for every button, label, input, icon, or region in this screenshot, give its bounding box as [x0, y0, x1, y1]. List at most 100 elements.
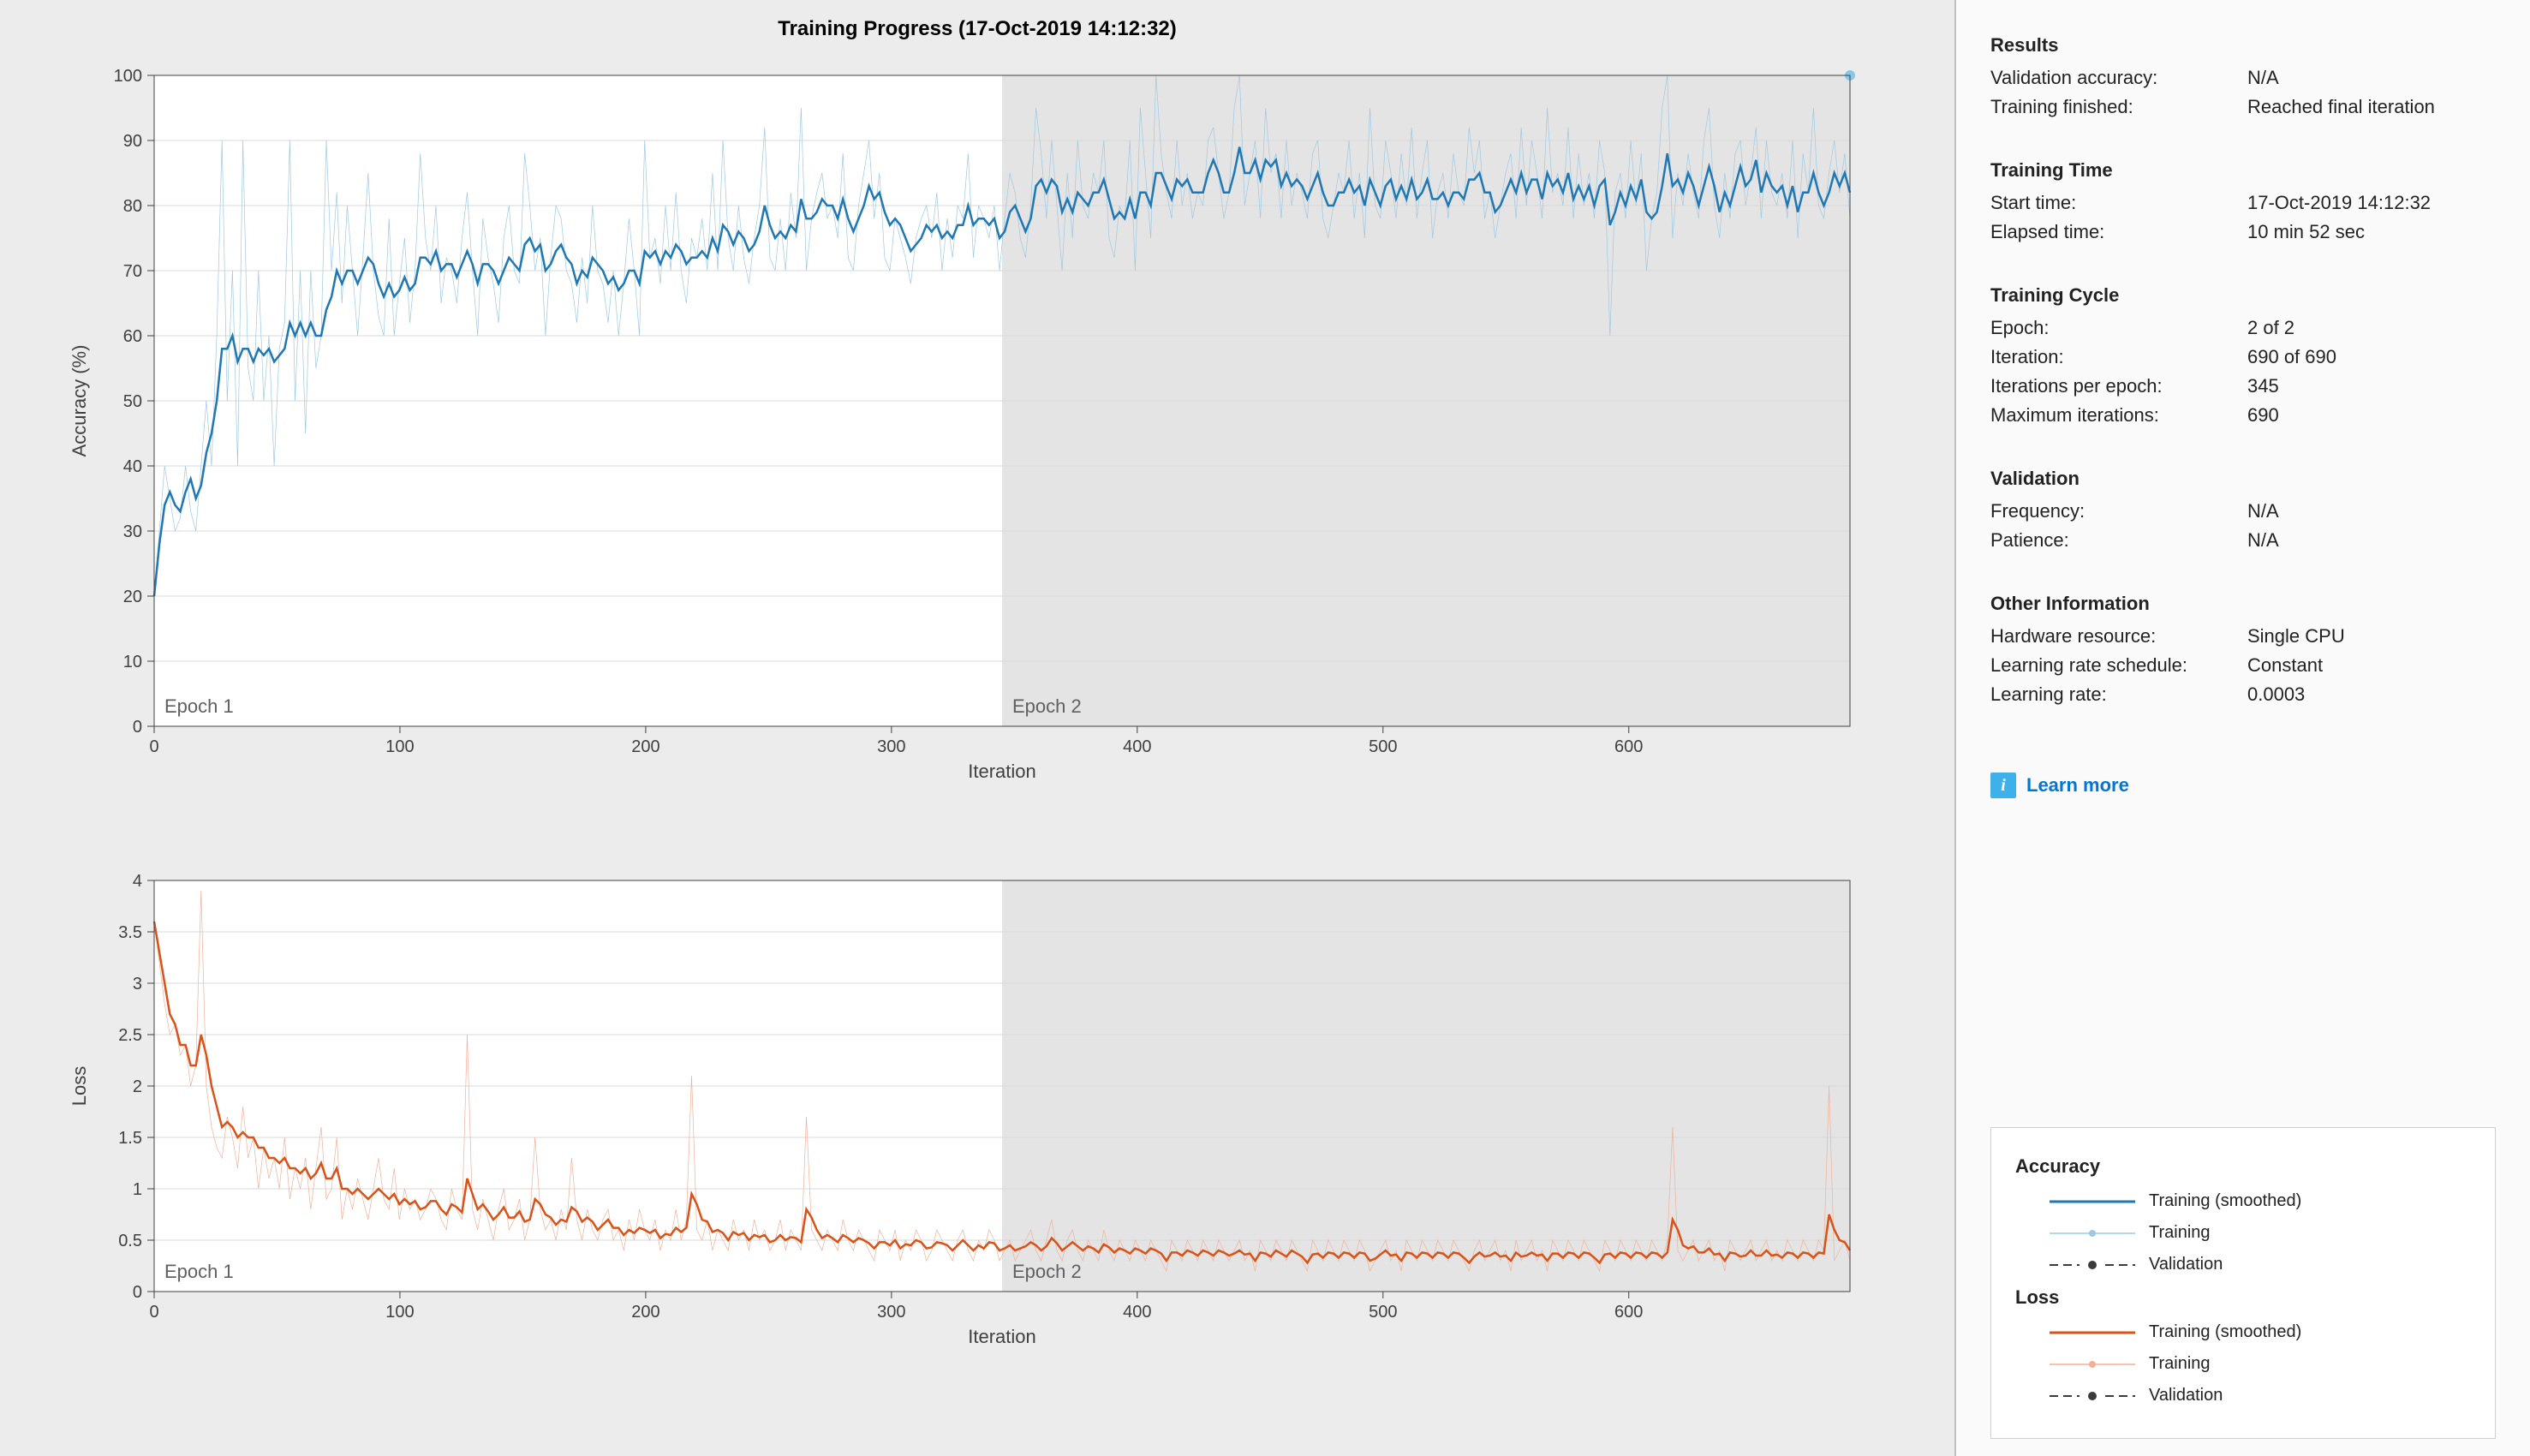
lr-schedule-label: Learning rate schedule:: [1990, 654, 2247, 677]
lr-label: Learning rate:: [1990, 683, 2247, 706]
svg-text:40: 40: [123, 457, 142, 476]
lr-value: 0.0003: [2247, 683, 2496, 706]
validation-section: Validation Frequency: N/A Patience: N/A: [1990, 468, 2496, 558]
loss-chart: 010020030040050060000.511.522.533.54Iter…: [34, 863, 1920, 1360]
svg-text:400: 400: [1123, 737, 1151, 756]
svg-text:Loss: Loss: [69, 1066, 90, 1106]
training-cycle-heading: Training Cycle: [1990, 284, 2496, 307]
legend-swatch-loss-smooth: [2050, 1324, 2135, 1341]
svg-text:3: 3: [133, 975, 142, 994]
legend-item: Validation: [2015, 1255, 2471, 1274]
svg-text:200: 200: [631, 737, 659, 756]
validation-heading: Validation: [1990, 468, 2496, 490]
svg-text:600: 600: [1614, 737, 1643, 756]
other-row: Learning rate: 0.0003: [1990, 683, 2496, 706]
svg-text:Epoch 1: Epoch 1: [164, 695, 234, 717]
validation-row: Frequency: N/A: [1990, 500, 2496, 522]
svg-text:Iteration: Iteration: [968, 761, 1036, 782]
svg-text:500: 500: [1369, 1303, 1397, 1322]
patience-label: Patience:: [1990, 529, 2247, 552]
legend-item: Training (smoothed): [2015, 1322, 2471, 1342]
svg-text:100: 100: [385, 1303, 414, 1322]
validation-accuracy-value: N/A: [2247, 67, 2496, 89]
results-row: Validation accuracy: N/A: [1990, 67, 2496, 89]
epoch-value: 2 of 2: [2247, 317, 2496, 339]
svg-text:Epoch 2: Epoch 2: [1012, 695, 1082, 717]
patience-value: N/A: [2247, 529, 2496, 552]
legend-swatch-acc-smooth: [2050, 1193, 2135, 1210]
main-panel: Training Progress (17-Oct-2019 14:12:32)…: [0, 0, 1954, 1456]
legend-swatch-loss-val: [2050, 1387, 2135, 1405]
legend-item: Training: [2015, 1223, 2471, 1243]
hardware-value: Single CPU: [2247, 625, 2496, 647]
legend-item: Validation: [2015, 1386, 2471, 1405]
legend-label: Validation: [2149, 1255, 2223, 1274]
svg-text:1: 1: [133, 1180, 142, 1199]
iter-per-epoch-label: Iterations per epoch:: [1990, 375, 2247, 397]
results-section: Results Validation accuracy: N/A Trainin…: [1990, 34, 2496, 125]
legend-loss-heading: Loss: [2015, 1286, 2471, 1309]
training-time-section: Training Time Start time: 17-Oct-2019 14…: [1990, 159, 2496, 250]
legend-label: Training: [2149, 1354, 2211, 1374]
validation-row: Patience: N/A: [1990, 529, 2496, 552]
svg-text:70: 70: [123, 262, 142, 281]
svg-text:0: 0: [149, 737, 158, 756]
svg-text:Epoch 1: Epoch 1: [164, 1261, 234, 1282]
epoch-label: Epoch:: [1990, 317, 2247, 339]
legend-item: Training: [2015, 1354, 2471, 1374]
iteration-label: Iteration:: [1990, 346, 2247, 368]
svg-text:600: 600: [1614, 1303, 1643, 1322]
training-cycle-row: Epoch: 2 of 2: [1990, 317, 2496, 339]
side-panel: Results Validation accuracy: N/A Trainin…: [1954, 0, 2530, 1456]
other-row: Learning rate schedule: Constant: [1990, 654, 2496, 677]
legend-item: Training (smoothed): [2015, 1191, 2471, 1211]
svg-text:50: 50: [123, 392, 142, 411]
svg-text:3.5: 3.5: [118, 923, 142, 942]
svg-text:0: 0: [133, 1283, 142, 1302]
legend-label: Training (smoothed): [2149, 1322, 2301, 1342]
training-finished-value: Reached final iteration: [2247, 96, 2496, 118]
legend-accuracy-heading: Accuracy: [2015, 1155, 2471, 1178]
page-title: Training Progress (17-Oct-2019 14:12:32): [34, 17, 1920, 41]
iter-per-epoch-value: 345: [2247, 375, 2496, 397]
svg-text:0.5: 0.5: [118, 1232, 142, 1250]
elapsed-value: 10 min 52 sec: [2247, 221, 2496, 243]
max-iter-label: Maximum iterations:: [1990, 404, 2247, 427]
training-time-row: Elapsed time: 10 min 52 sec: [1990, 221, 2496, 243]
other-info-section: Other Information Hardware resource: Sin…: [1990, 593, 2496, 713]
validation-accuracy-label: Validation accuracy:: [1990, 67, 2247, 89]
svg-text:4: 4: [133, 872, 142, 891]
accuracy-chart: 0100200300400500600010203040506070809010…: [34, 58, 1920, 795]
results-heading: Results: [1990, 34, 2496, 57]
training-cycle-section: Training Cycle Epoch: 2 of 2 Iteration: …: [1990, 284, 2496, 433]
svg-text:Accuracy (%): Accuracy (%): [69, 345, 90, 457]
svg-text:2.5: 2.5: [118, 1026, 142, 1045]
training-finished-label: Training finished:: [1990, 96, 2247, 118]
svg-text:100: 100: [385, 737, 414, 756]
svg-text:Iteration: Iteration: [968, 1326, 1036, 1347]
results-row: Training finished: Reached final iterati…: [1990, 96, 2496, 118]
training-cycle-row: Iterations per epoch: 345: [1990, 375, 2496, 397]
svg-text:0: 0: [149, 1303, 158, 1322]
svg-text:300: 300: [877, 1303, 905, 1322]
lr-schedule-value: Constant: [2247, 654, 2496, 677]
learn-more-link[interactable]: i Learn more: [1990, 773, 2496, 798]
legend-swatch-loss-raw: [2050, 1356, 2135, 1373]
svg-text:80: 80: [123, 197, 142, 216]
elapsed-label: Elapsed time:: [1990, 221, 2247, 243]
svg-text:300: 300: [877, 737, 905, 756]
training-cycle-row: Maximum iterations: 690: [1990, 404, 2496, 427]
svg-text:90: 90: [123, 132, 142, 151]
start-time-label: Start time:: [1990, 192, 2247, 214]
svg-text:10: 10: [123, 653, 142, 671]
svg-text:2: 2: [133, 1077, 142, 1096]
svg-text:Epoch 2: Epoch 2: [1012, 1261, 1082, 1282]
legend-label: Training (smoothed): [2149, 1191, 2301, 1211]
frequency-label: Frequency:: [1990, 500, 2247, 522]
svg-text:0: 0: [133, 718, 142, 737]
svg-text:400: 400: [1123, 1303, 1151, 1322]
other-row: Hardware resource: Single CPU: [1990, 625, 2496, 647]
chart-area: 0100200300400500600010203040506070809010…: [34, 58, 1920, 1439]
legend-label: Training: [2149, 1223, 2211, 1243]
svg-text:500: 500: [1369, 737, 1397, 756]
